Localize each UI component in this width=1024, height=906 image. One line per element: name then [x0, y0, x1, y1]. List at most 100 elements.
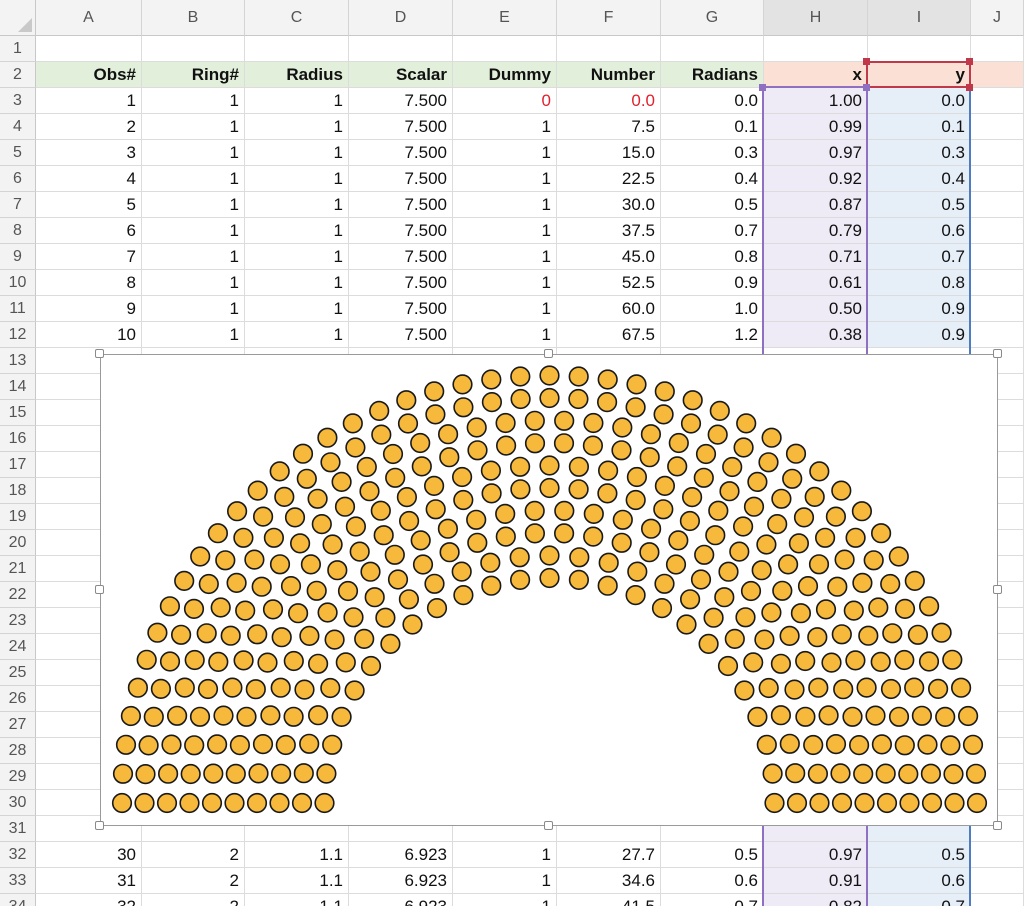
seat-point[interactable]: [262, 599, 284, 620]
cell-f4[interactable]: 7.5: [557, 114, 661, 140]
cell-c12[interactable]: 1: [245, 322, 349, 348]
seat-point[interactable]: [170, 624, 192, 645]
seat-point[interactable]: [625, 397, 646, 418]
cell-b4[interactable]: 1: [142, 114, 245, 140]
seat-point[interactable]: [554, 523, 575, 544]
cell-h10[interactable]: 0.61: [764, 270, 868, 296]
seat-point[interactable]: [369, 400, 390, 422]
cell-i10[interactable]: 0.8: [868, 270, 971, 296]
cell-h2[interactable]: x: [764, 62, 868, 88]
cell-i8[interactable]: 0.6: [868, 218, 971, 244]
row-header-20[interactable]: 20: [0, 530, 36, 556]
seat-point[interactable]: [680, 413, 702, 434]
seat-point[interactable]: [495, 526, 516, 547]
row-header-8[interactable]: 8: [0, 218, 36, 244]
seat-point[interactable]: [480, 552, 501, 573]
seat-point[interactable]: [412, 554, 434, 575]
chart-resize-handle[interactable]: [544, 349, 553, 358]
seat-point[interactable]: [770, 653, 792, 674]
seat-point[interactable]: [827, 576, 848, 597]
cell-c5[interactable]: 1: [245, 140, 349, 166]
seat-point[interactable]: [815, 599, 837, 620]
seat-point[interactable]: [439, 542, 460, 563]
seat-point[interactable]: [269, 554, 291, 575]
seat-point[interactable]: [438, 424, 459, 445]
seat-point[interactable]: [722, 456, 743, 478]
seat-point[interactable]: [743, 652, 764, 673]
cell-c6[interactable]: 1: [245, 166, 349, 192]
seat-point[interactable]: [858, 625, 879, 646]
cell-b6[interactable]: 1: [142, 166, 245, 192]
cell-j1[interactable]: [971, 36, 1024, 62]
seat-point[interactable]: [751, 560, 772, 581]
seat-point[interactable]: [222, 677, 243, 698]
row-header-15[interactable]: 15: [0, 400, 36, 426]
row-header-16[interactable]: 16: [0, 426, 36, 452]
cell-f32[interactable]: 27.7: [557, 842, 661, 868]
seat-point[interactable]: [453, 585, 474, 606]
seat-point[interactable]: [935, 706, 956, 728]
cell-a7[interactable]: 5: [36, 192, 142, 218]
cell-b2[interactable]: Ring#: [142, 62, 245, 88]
seat-point[interactable]: [396, 390, 417, 411]
seat-point[interactable]: [797, 576, 819, 597]
seat-point[interactable]: [275, 734, 296, 756]
seat-point[interactable]: [779, 625, 800, 647]
cell-e32[interactable]: 1: [453, 842, 557, 868]
seat-point[interactable]: [920, 763, 942, 784]
cell-g10[interactable]: 0.9: [661, 270, 764, 296]
cell-j11[interactable]: [971, 296, 1024, 322]
seat-point[interactable]: [343, 607, 364, 628]
seat-point[interactable]: [668, 432, 689, 454]
seat-point[interactable]: [111, 792, 133, 814]
seat-point[interactable]: [247, 624, 268, 645]
cell-g34[interactable]: 0.7: [661, 894, 764, 906]
seat-point[interactable]: [437, 518, 459, 539]
seat-point[interactable]: [682, 390, 703, 411]
cell-d3[interactable]: 7.500: [349, 88, 453, 114]
seat-point[interactable]: [397, 413, 419, 434]
cell-c9[interactable]: 1: [245, 244, 349, 270]
cell-b8[interactable]: 1: [142, 218, 245, 244]
seat-point[interactable]: [524, 500, 545, 521]
seat-point[interactable]: [717, 655, 739, 677]
row-header-32[interactable]: 32: [0, 842, 36, 868]
seat-point[interactable]: [735, 607, 756, 628]
seat-point[interactable]: [747, 471, 768, 492]
seat-point[interactable]: [159, 651, 181, 672]
seat-point[interactable]: [510, 388, 531, 410]
seat-point[interactable]: [888, 546, 909, 567]
seat-point[interactable]: [612, 417, 633, 438]
seat-point[interactable]: [260, 705, 281, 726]
seat-point[interactable]: [269, 461, 290, 482]
chart-resize-handle[interactable]: [993, 821, 1002, 830]
seat-point[interactable]: [439, 447, 460, 468]
seat-point[interactable]: [452, 466, 473, 488]
cell-d11[interactable]: 7.500: [349, 296, 453, 322]
seat-point[interactable]: [306, 580, 327, 601]
seat-point[interactable]: [481, 369, 502, 390]
seat-point[interactable]: [495, 412, 516, 434]
seat-point[interactable]: [921, 792, 943, 814]
seat-point[interactable]: [138, 735, 159, 756]
seat-point[interactable]: [327, 560, 348, 581]
seat-point[interactable]: [291, 792, 313, 814]
seat-point[interactable]: [425, 404, 446, 425]
seat-point[interactable]: [317, 602, 338, 623]
seat-point[interactable]: [917, 734, 938, 755]
seat-point[interactable]: [387, 569, 409, 590]
seat-point[interactable]: [245, 679, 266, 700]
seat-point[interactable]: [236, 706, 257, 727]
seat-point[interactable]: [290, 533, 311, 554]
seat-point[interactable]: [150, 678, 172, 700]
seat-point[interactable]: [714, 587, 735, 608]
seat-point[interactable]: [322, 534, 343, 555]
cell-j8[interactable]: [971, 218, 1024, 244]
seat-point[interactable]: [598, 552, 619, 573]
seat-point[interactable]: [198, 573, 219, 595]
seat-point[interactable]: [695, 443, 717, 465]
cell-g33[interactable]: 0.6: [661, 868, 764, 894]
seat-point[interactable]: [568, 479, 589, 500]
seat-point[interactable]: [271, 763, 292, 784]
row-header-31[interactable]: 31: [0, 816, 36, 842]
